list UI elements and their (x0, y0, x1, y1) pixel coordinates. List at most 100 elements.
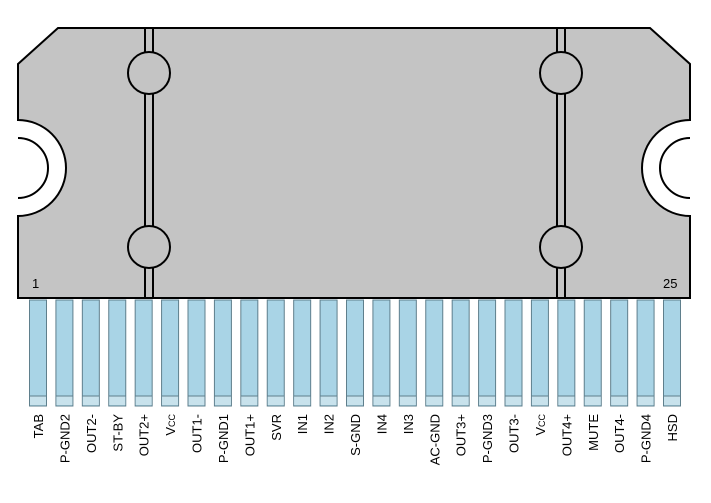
pin-lead (557, 299, 576, 407)
pin-label-19: OUT3- (507, 414, 522, 453)
pin-12 (319, 299, 338, 407)
pin-label-21: OUT4+ (559, 414, 574, 456)
left-groove (127, 28, 171, 298)
pin-lead (81, 299, 100, 407)
pin-18 (478, 299, 497, 407)
pin-label-row: TAB P-GND2 OUT2- ST-BY OUT2+ VCC OUT1- P-GND1 OU… (31, 414, 680, 466)
pin-5 (134, 299, 153, 407)
pin-lead (108, 299, 127, 407)
pin-17 (451, 299, 470, 407)
pin-lead-tip (505, 396, 522, 405)
pin-lead-tip (162, 396, 179, 405)
pin-23 (610, 299, 629, 407)
pin-label-22: MUTE (586, 414, 601, 451)
pin-lead (293, 299, 312, 407)
pin-9 (240, 299, 259, 407)
pin-lead-tip (135, 396, 152, 405)
pin-label-4: ST-BY (110, 414, 125, 452)
pin-lead-tip (531, 396, 548, 405)
pin-lead-tip (188, 396, 205, 405)
pin-lead-tip (637, 396, 654, 405)
pin-lead-tip (479, 396, 496, 405)
pin-lead-tip (109, 396, 126, 405)
pin-label-23: OUT4- (612, 414, 627, 453)
last-pin-mark: 25 (663, 276, 677, 291)
pin-label-6: VCC (163, 414, 178, 436)
pin-lead (134, 299, 153, 407)
pin-16 (425, 299, 444, 407)
pin-lead (29, 299, 47, 407)
pin-lead (319, 299, 338, 407)
pin-lead (530, 299, 549, 407)
pin-lead (636, 299, 655, 407)
pin-label-15: IN3 (401, 414, 416, 434)
right-groove-bottom-hole (539, 225, 583, 269)
pin-lead-tip (452, 396, 469, 405)
pin-lead (213, 299, 232, 407)
pin-24 (636, 299, 655, 407)
pin-lead (425, 299, 444, 407)
right-groove (539, 28, 583, 298)
left-groove-bottom-hole (127, 225, 171, 269)
pin-lead (610, 299, 629, 407)
pin-lead-tip (214, 396, 231, 405)
pin-lead-tip (82, 396, 99, 405)
pin-label-2: P-GND2 (57, 414, 72, 463)
pin-11 (293, 299, 312, 407)
pin-25 (663, 299, 681, 407)
pin-label-11: IN1 (295, 414, 310, 434)
pin-label-24: P-GND4 (639, 414, 654, 463)
pin-lead-tip (584, 396, 601, 405)
pin-label-1: TAB (31, 414, 46, 438)
pin-row (29, 299, 681, 407)
pin-lead (663, 299, 681, 407)
pin-lead (372, 299, 391, 407)
pin-19 (504, 299, 523, 407)
pin-lead (240, 299, 259, 407)
package-body (17, 27, 691, 299)
pin-20 (530, 299, 549, 407)
pin-10 (266, 299, 285, 407)
pin-label-14: IN4 (374, 414, 389, 434)
pin-label-3: OUT2- (84, 414, 99, 453)
pin-4 (108, 299, 127, 407)
first-pin-mark: 1 (32, 276, 39, 291)
pin-21 (557, 299, 576, 407)
pin-lead (266, 299, 285, 407)
pin-lead-tip (241, 396, 258, 405)
pin-label-16: AC-GND (427, 414, 442, 465)
left-mounting-notch (17, 137, 49, 199)
pin-6 (161, 299, 180, 407)
right-groove-top-hole (539, 51, 583, 95)
right-mounting-notch (659, 137, 691, 199)
pin-13 (346, 299, 364, 407)
pin-lead-tip (30, 396, 46, 405)
pin-label-18: P-GND3 (480, 414, 495, 463)
pin-2 (55, 299, 74, 407)
pin-lead (478, 299, 497, 407)
pin-lead-tip (373, 396, 390, 405)
pin-lead (583, 299, 602, 407)
pin-lead-tip (347, 396, 363, 405)
pin-lead (504, 299, 523, 407)
pin-22 (583, 299, 602, 407)
pin-label-7: OUT1- (190, 414, 205, 453)
pin-label-20: VCC (533, 414, 548, 436)
pin-lead-tip (664, 396, 680, 405)
pin-label-8: P-GND1 (216, 414, 231, 463)
pin-lead-tip (558, 396, 575, 405)
pin-lead-tip (267, 396, 284, 405)
pin-lead (55, 299, 74, 407)
pin-8 (213, 299, 232, 407)
pin-label-13: S-GND (348, 414, 363, 456)
pin-15 (398, 299, 417, 407)
pin-label-5: OUT2+ (137, 414, 152, 456)
pin-lead (187, 299, 206, 407)
pin-lead-tip (320, 396, 337, 405)
pin-14 (372, 299, 391, 407)
pin-lead-tip (611, 396, 628, 405)
pin-label-9: OUT1+ (242, 414, 257, 456)
pin-7 (187, 299, 206, 407)
pin-lead (346, 299, 364, 407)
